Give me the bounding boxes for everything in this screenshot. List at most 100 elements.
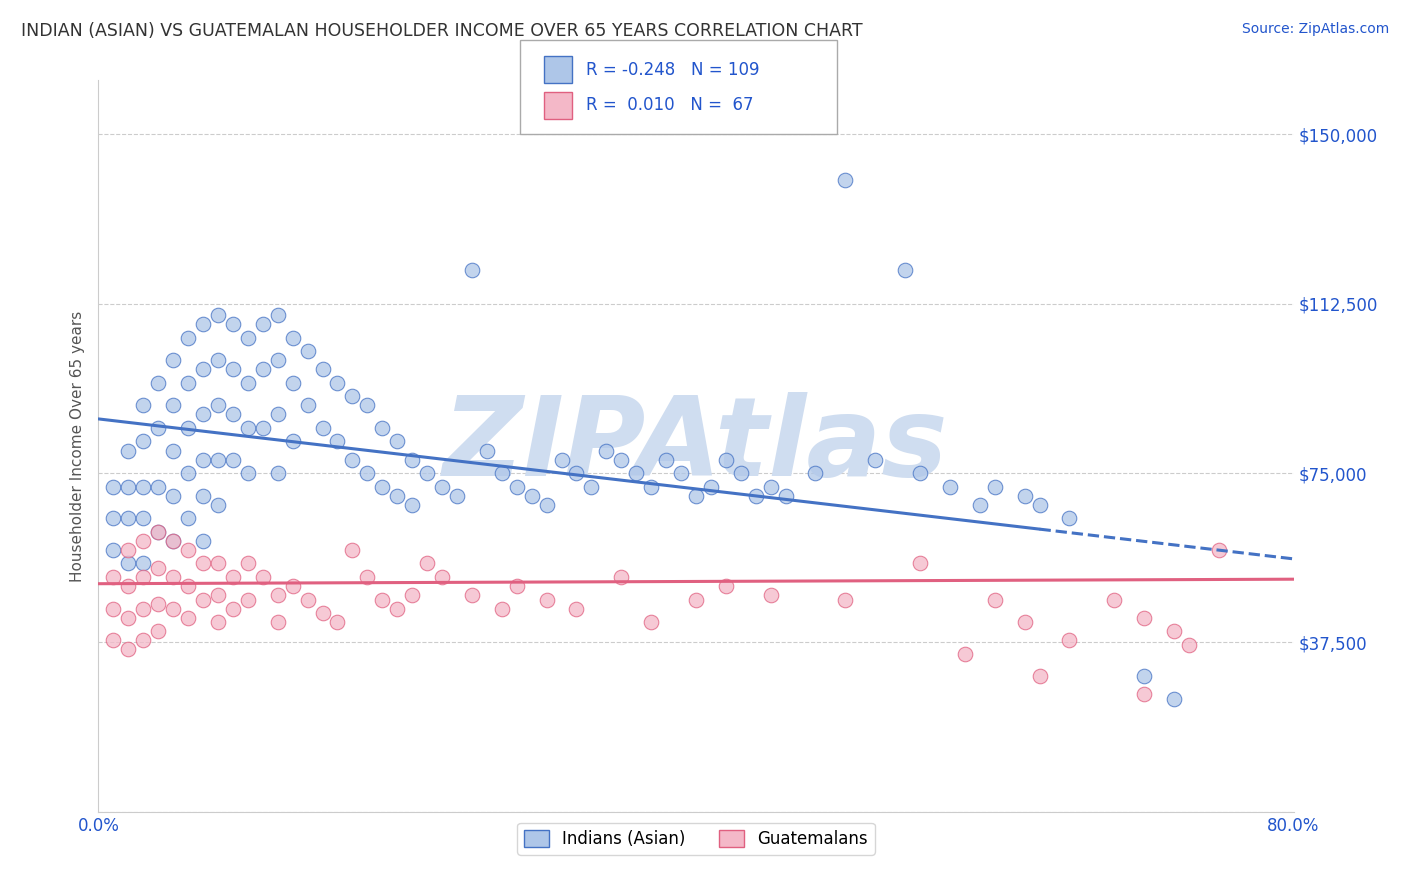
Point	[207, 498, 229, 512]
Point	[297, 344, 319, 359]
Point	[311, 421, 333, 435]
Point	[103, 480, 125, 494]
Text: R =  0.010   N =  67: R = 0.010 N = 67	[586, 96, 754, 114]
Point	[401, 452, 423, 467]
Point	[953, 647, 976, 661]
Point	[222, 317, 245, 331]
Point	[1178, 638, 1201, 652]
Point	[326, 434, 349, 449]
Point	[834, 592, 856, 607]
Point	[908, 557, 931, 571]
Point	[236, 466, 259, 480]
Point	[342, 452, 364, 467]
Point	[385, 434, 409, 449]
Point	[969, 498, 991, 512]
Point	[267, 615, 290, 629]
Point	[939, 480, 962, 494]
Point	[222, 408, 245, 422]
Point	[581, 480, 603, 494]
Point	[162, 570, 184, 584]
Point	[162, 533, 184, 548]
Point	[1104, 592, 1126, 607]
Point	[252, 362, 274, 376]
Point	[177, 331, 200, 345]
Point	[267, 588, 290, 602]
Point	[640, 615, 662, 629]
Point	[117, 511, 139, 525]
Point	[491, 466, 513, 480]
Point	[132, 398, 155, 412]
Point	[207, 353, 229, 368]
Point	[162, 353, 184, 368]
Point	[117, 443, 139, 458]
Point	[297, 398, 319, 412]
Point	[550, 452, 572, 467]
Point	[520, 489, 543, 503]
Point	[177, 466, 200, 480]
Point	[267, 466, 290, 480]
Point	[342, 389, 364, 403]
Point	[207, 615, 229, 629]
Point	[371, 421, 394, 435]
Point	[132, 480, 155, 494]
Point	[177, 376, 200, 390]
Point	[506, 579, 529, 593]
Point	[326, 376, 349, 390]
Point	[103, 570, 125, 584]
Point	[191, 489, 214, 503]
Text: R = -0.248   N = 109: R = -0.248 N = 109	[586, 61, 759, 78]
Text: Source: ZipAtlas.com: Source: ZipAtlas.com	[1241, 22, 1389, 37]
Point	[297, 592, 319, 607]
Point	[1028, 498, 1050, 512]
Point	[865, 452, 887, 467]
Point	[103, 633, 125, 648]
Point	[385, 601, 409, 615]
Point	[132, 434, 155, 449]
Point	[207, 588, 229, 602]
Point	[148, 524, 170, 539]
Point	[281, 376, 304, 390]
Y-axis label: Householder Income Over 65 years: Householder Income Over 65 years	[69, 310, 84, 582]
Point	[222, 601, 245, 615]
Point	[148, 597, 170, 611]
Point	[267, 408, 290, 422]
Point	[610, 452, 633, 467]
Point	[103, 601, 125, 615]
Point	[222, 362, 245, 376]
Point	[685, 489, 707, 503]
Point	[162, 533, 184, 548]
Point	[461, 588, 484, 602]
Point	[804, 466, 827, 480]
Point	[311, 606, 333, 620]
Point	[162, 489, 184, 503]
Point	[117, 579, 139, 593]
Point	[759, 588, 782, 602]
Point	[236, 421, 259, 435]
Point	[491, 601, 513, 615]
Point	[401, 498, 423, 512]
Point	[1028, 669, 1050, 683]
Point	[536, 498, 558, 512]
Point	[191, 557, 214, 571]
Point	[640, 480, 662, 494]
Point	[416, 557, 439, 571]
Point	[132, 533, 155, 548]
Point	[1163, 624, 1185, 639]
Point	[132, 633, 155, 648]
Point	[267, 308, 290, 322]
Point	[714, 579, 737, 593]
Point	[565, 601, 588, 615]
Point	[626, 466, 648, 480]
Text: ZIPAtlas: ZIPAtlas	[443, 392, 949, 500]
Point	[1208, 542, 1230, 557]
Point	[117, 557, 139, 571]
Legend: Indians (Asian), Guatemalans: Indians (Asian), Guatemalans	[517, 823, 875, 855]
Point	[222, 570, 245, 584]
Point	[356, 570, 378, 584]
Point	[207, 308, 229, 322]
Point	[191, 533, 214, 548]
Point	[1014, 489, 1036, 503]
Point	[252, 317, 274, 331]
Point	[207, 398, 229, 412]
Text: INDIAN (ASIAN) VS GUATEMALAN HOUSEHOLDER INCOME OVER 65 YEARS CORRELATION CHART: INDIAN (ASIAN) VS GUATEMALAN HOUSEHOLDER…	[21, 22, 863, 40]
